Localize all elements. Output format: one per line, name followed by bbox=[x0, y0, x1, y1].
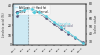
Legend: Soft/Lean, C18:2, Hard fat, Iodine val.: Soft/Lean, C18:2, Hard fat, Iodine val. bbox=[15, 5, 50, 15]
Text: Linoleic acid: Linoleic acid bbox=[57, 24, 73, 29]
Text: Iodine value: Iodine value bbox=[55, 22, 70, 27]
Y-axis label: Iodine value: Iodine value bbox=[94, 15, 98, 33]
Bar bbox=[13, 4, 28, 45]
Y-axis label: Linoleic acid (%): Linoleic acid (%) bbox=[2, 12, 6, 37]
